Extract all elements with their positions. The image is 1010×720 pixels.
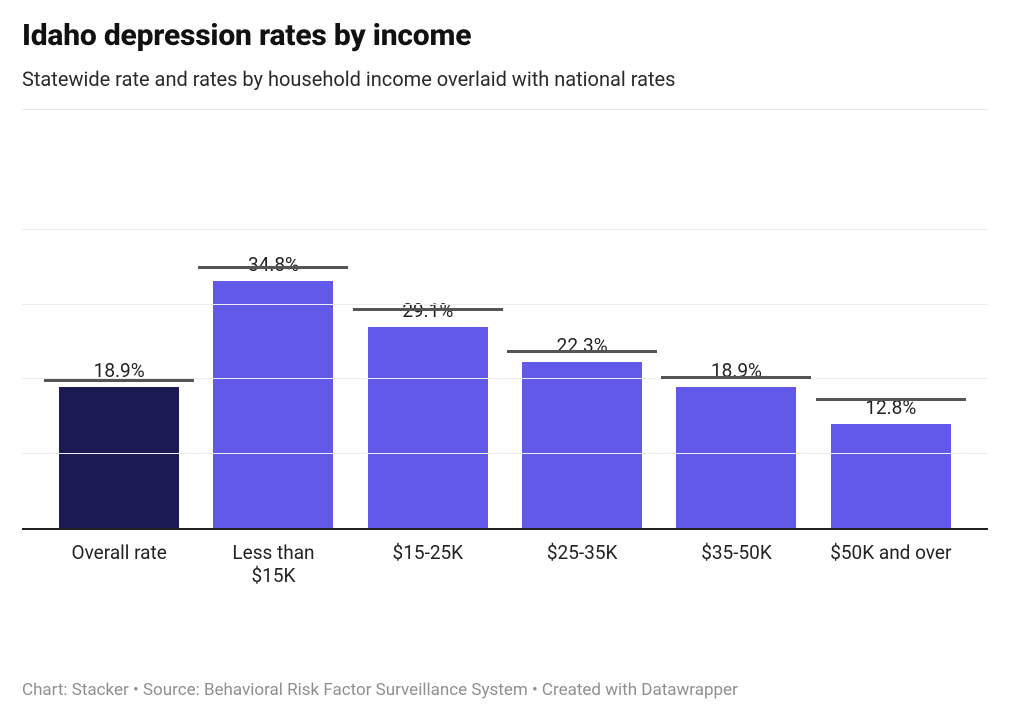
national-rate-overlay xyxy=(816,398,966,401)
bar-slot: 18.9% xyxy=(659,230,813,528)
chart-credit: Chart: Stacker • Source: Behavioral Risk… xyxy=(22,680,738,700)
bar-slot: 34.8% xyxy=(196,230,350,528)
national-rate-overlay xyxy=(198,266,348,269)
gridline xyxy=(22,453,988,454)
x-axis-label: $15-25K xyxy=(351,534,505,590)
bar: 34.8% xyxy=(213,281,333,528)
bars-container: 18.9% 34.8% 29.1% 22.3% 18.9% 12.8% xyxy=(22,230,988,528)
gridline xyxy=(22,304,988,305)
bar: 18.9% xyxy=(59,387,179,528)
bar-slot: 29.1% xyxy=(351,230,505,528)
bar: 12.8% xyxy=(831,424,951,528)
page-title: Idaho depression rates by income xyxy=(22,18,988,53)
national-rate-overlay xyxy=(44,379,194,382)
bar: 22.3% xyxy=(522,362,642,528)
bar: 29.1% xyxy=(368,327,488,528)
national-rate-overlay xyxy=(353,308,503,311)
national-rate-overlay xyxy=(661,376,811,379)
bar-value-label: 34.8% xyxy=(248,253,299,276)
page-subtitle: Statewide rate and rates by household in… xyxy=(22,67,988,91)
x-axis-labels: Overall rateLess than$15K$15-25K$25-35K$… xyxy=(22,534,988,590)
plot-area: 18.9% 34.8% 29.1% 22.3% 18.9% 12.8% xyxy=(22,230,988,530)
x-axis-label: $25-35K xyxy=(505,534,659,590)
x-axis-label: $35-50K xyxy=(659,534,813,590)
chart: 18.9% 34.8% 29.1% 22.3% 18.9% 12.8% Overall r… xyxy=(22,110,988,590)
gridline xyxy=(22,229,988,230)
bar-value-label: 22.3% xyxy=(557,334,608,357)
bar-slot: 12.8% xyxy=(814,230,968,528)
national-rate-overlay xyxy=(507,350,657,353)
bar-slot: 22.3% xyxy=(505,230,659,528)
x-axis-label: Less than$15K xyxy=(196,534,350,590)
x-axis-label: $50K and over xyxy=(814,534,968,590)
x-axis-label: Overall rate xyxy=(42,534,196,590)
bar-slot: 18.9% xyxy=(42,230,196,528)
bar: 18.9% xyxy=(676,387,796,528)
